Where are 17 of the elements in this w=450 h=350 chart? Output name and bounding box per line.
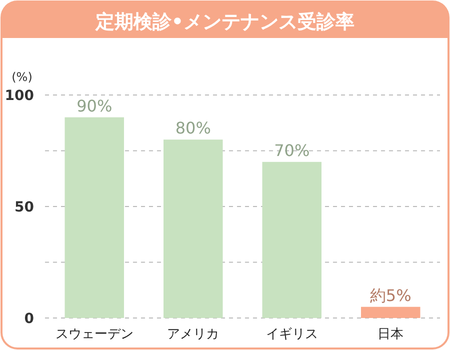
bar	[361, 306, 420, 318]
x-tick-label: イギリス	[266, 327, 318, 342]
data-label: 80%	[175, 118, 211, 138]
x-tick-label: アメリカ	[167, 327, 220, 342]
data-label: 90%	[76, 96, 112, 116]
x-tick-label: 日本	[378, 327, 404, 342]
bar	[262, 162, 322, 318]
chart-title: 定期検診•メンテナンス受診率	[94, 11, 355, 33]
data-label: 約5%	[370, 286, 412, 305]
y-axis-title: (%)	[12, 70, 32, 84]
data-label: 70%	[274, 140, 310, 160]
bar	[164, 140, 223, 318]
bar	[64, 117, 124, 318]
x-tick-label: スウェーデン	[55, 327, 134, 342]
y-tick-label: 50	[14, 200, 34, 216]
y-tick-label: 100	[4, 88, 34, 104]
y-tick-label: 0	[24, 311, 34, 327]
